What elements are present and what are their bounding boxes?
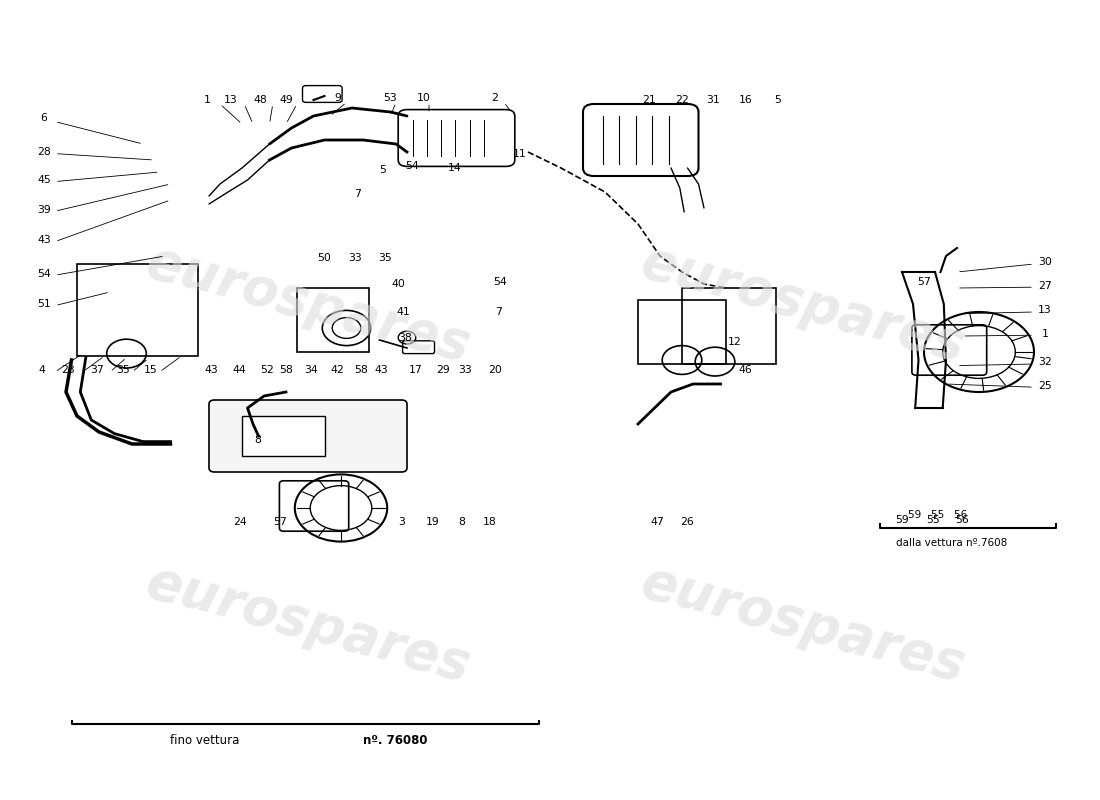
Text: 7: 7 xyxy=(495,307,502,317)
Text: 43: 43 xyxy=(37,235,51,245)
Text: eurospares: eurospares xyxy=(636,236,970,372)
Text: 31: 31 xyxy=(706,95,719,105)
Text: 35: 35 xyxy=(378,253,392,262)
Text: 55: 55 xyxy=(926,515,939,525)
Text: 11: 11 xyxy=(513,150,526,159)
Text: 59   55   56: 59 55 56 xyxy=(908,510,967,520)
Text: 33: 33 xyxy=(459,366,472,375)
Text: 33: 33 xyxy=(349,253,362,262)
Text: 58: 58 xyxy=(354,366,367,375)
Text: 46: 46 xyxy=(739,366,752,375)
Text: 38: 38 xyxy=(398,333,411,342)
Text: 45: 45 xyxy=(37,175,51,185)
Polygon shape xyxy=(902,272,946,408)
Text: 57: 57 xyxy=(917,277,931,286)
Text: 13: 13 xyxy=(1038,306,1052,315)
Bar xyxy=(682,288,776,364)
Text: 51: 51 xyxy=(37,299,51,309)
Text: 42: 42 xyxy=(331,366,344,375)
Text: 1: 1 xyxy=(1042,329,1048,338)
Text: 5: 5 xyxy=(379,165,386,174)
Text: 29: 29 xyxy=(437,366,450,375)
Text: 14: 14 xyxy=(448,163,461,173)
Text: 17: 17 xyxy=(409,366,422,375)
Text: 26: 26 xyxy=(681,518,694,527)
Text: 50: 50 xyxy=(318,253,331,262)
Text: 57: 57 xyxy=(274,518,287,527)
Text: dalla vettura nº.7608: dalla vettura nº.7608 xyxy=(896,538,1008,547)
Text: 10: 10 xyxy=(417,94,430,103)
Text: 43: 43 xyxy=(375,366,388,375)
Text: 3: 3 xyxy=(398,518,405,527)
FancyBboxPatch shape xyxy=(209,400,407,472)
Text: 12: 12 xyxy=(728,338,741,347)
Text: 27: 27 xyxy=(1038,281,1052,290)
Text: 5: 5 xyxy=(774,95,781,105)
Text: 9: 9 xyxy=(334,94,341,103)
Text: 44: 44 xyxy=(233,366,246,375)
Text: 16: 16 xyxy=(739,95,752,105)
Text: 49: 49 xyxy=(279,95,293,105)
Text: 39: 39 xyxy=(37,205,51,214)
Text: eurospares: eurospares xyxy=(636,556,970,692)
Text: 1: 1 xyxy=(204,95,210,105)
Text: 35: 35 xyxy=(117,366,130,375)
Text: 56: 56 xyxy=(956,515,969,525)
Text: eurospares: eurospares xyxy=(141,556,475,692)
Text: 2: 2 xyxy=(492,94,498,103)
Text: eurospares: eurospares xyxy=(141,236,475,372)
Bar xyxy=(297,288,368,352)
Text: 30: 30 xyxy=(1038,258,1052,267)
Text: 25: 25 xyxy=(1038,381,1052,390)
Text: 23: 23 xyxy=(62,366,75,375)
Text: 13: 13 xyxy=(224,95,238,105)
Text: 19: 19 xyxy=(426,518,439,527)
Text: 34: 34 xyxy=(305,366,318,375)
Text: 54: 54 xyxy=(406,162,419,171)
Text: 41: 41 xyxy=(397,307,410,317)
Text: 37: 37 xyxy=(90,366,103,375)
Text: 8: 8 xyxy=(459,518,465,527)
Text: 54: 54 xyxy=(494,277,507,286)
Text: 15: 15 xyxy=(144,366,157,375)
Text: 47: 47 xyxy=(651,518,664,527)
Text: 7: 7 xyxy=(354,189,361,198)
Text: fino vettura: fino vettura xyxy=(170,734,240,746)
Text: nº. 76080: nº. 76080 xyxy=(363,734,428,746)
Text: 53: 53 xyxy=(384,94,397,103)
Text: 40: 40 xyxy=(392,279,405,289)
Text: 6: 6 xyxy=(41,114,47,123)
Bar xyxy=(638,300,726,364)
Text: 21: 21 xyxy=(642,95,656,105)
Bar xyxy=(77,264,198,356)
Text: 4: 4 xyxy=(39,366,45,375)
Text: 8: 8 xyxy=(254,435,261,445)
Text: 48: 48 xyxy=(254,95,267,105)
Text: 32: 32 xyxy=(1038,358,1052,367)
Bar xyxy=(242,416,324,456)
Text: 22: 22 xyxy=(675,95,689,105)
Text: 43: 43 xyxy=(205,366,218,375)
Text: 52: 52 xyxy=(261,366,274,375)
Text: 18: 18 xyxy=(483,518,496,527)
Text: 54: 54 xyxy=(37,269,51,278)
Text: 59: 59 xyxy=(895,515,909,525)
Text: 20: 20 xyxy=(488,366,502,375)
Text: 28: 28 xyxy=(37,147,51,157)
Text: 24: 24 xyxy=(233,518,246,527)
Text: 58: 58 xyxy=(279,366,293,375)
